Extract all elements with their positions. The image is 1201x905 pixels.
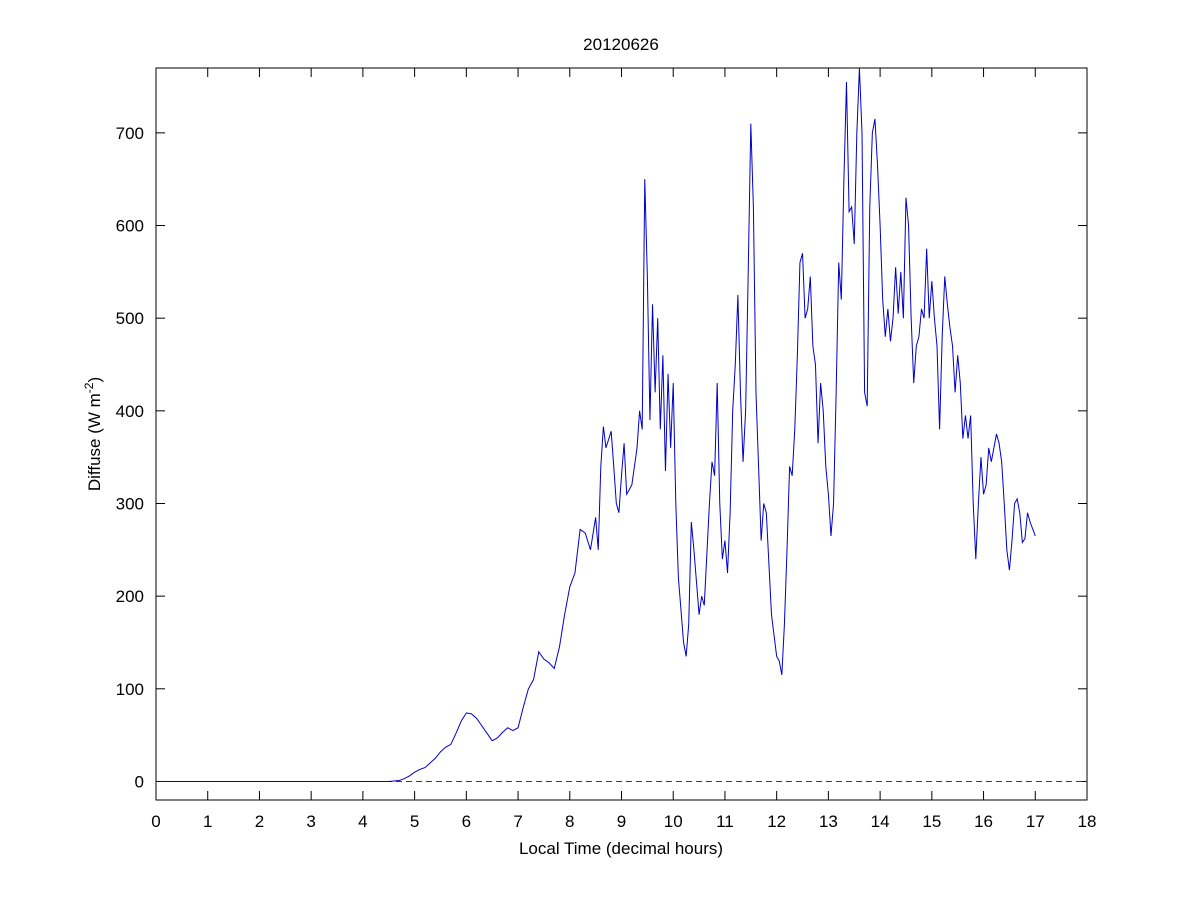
x-tick-label: 13	[819, 812, 838, 831]
x-tick-label: 18	[1078, 812, 1097, 831]
x-tick-label: 17	[1026, 812, 1045, 831]
x-tick-label: 3	[306, 812, 315, 831]
y-tick-label: 600	[116, 217, 144, 236]
x-tick-label: 8	[565, 812, 574, 831]
x-tick-label: 11	[716, 812, 734, 831]
x-tick-label: 12	[767, 812, 786, 831]
x-tick-label: 16	[974, 812, 993, 831]
chart-title: 20120626	[583, 35, 659, 54]
y-tick-label: 700	[116, 124, 144, 143]
x-tick-label: 5	[410, 812, 419, 831]
x-tick-label: 7	[513, 812, 522, 831]
y-tick-label: 400	[116, 402, 144, 421]
x-tick-label: 14	[871, 812, 890, 831]
y-axis-label: Diffuse (W m-2)	[82, 377, 104, 491]
y-label-suffix: )	[85, 377, 104, 383]
x-tick-label: 1	[203, 812, 212, 831]
x-tick-label: 4	[358, 812, 367, 831]
y-label-text: Diffuse (W m	[85, 393, 104, 491]
y-tick-label: 100	[116, 680, 144, 699]
data-line	[156, 67, 1036, 782]
x-tick-label: 2	[255, 812, 264, 831]
y-tick-label: 300	[116, 494, 144, 513]
plot-area	[155, 67, 1088, 801]
y-tick-label: 0	[135, 772, 144, 791]
x-tick-label: 10	[664, 812, 683, 831]
y-tick-label: 500	[116, 309, 144, 328]
x-tick-label: 15	[922, 812, 941, 831]
x-tick-label: 6	[462, 812, 471, 831]
y-label-superscript: -2	[82, 382, 96, 393]
x-tick-label: 0	[151, 812, 160, 831]
y-tick-label: 200	[116, 587, 144, 606]
x-axis-label: Local Time (decimal hours)	[519, 839, 723, 858]
x-tick-label: 9	[617, 812, 626, 831]
